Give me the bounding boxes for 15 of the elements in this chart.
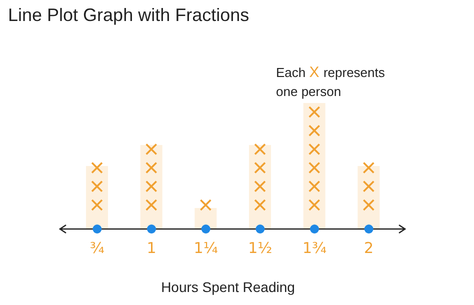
- bar: [86, 166, 108, 229]
- bar: [303, 103, 326, 229]
- bar: [194, 208, 217, 229]
- chart-title: Line Plot Graph with Fractions: [8, 5, 250, 26]
- x-tick-label: 1¾: [302, 239, 327, 257]
- bar: [249, 144, 271, 229]
- bar: [358, 166, 380, 229]
- x-tick-label: ¾: [90, 239, 105, 257]
- x-tick-label: 2: [364, 239, 374, 257]
- x-tick-label: 1½: [248, 239, 272, 257]
- x-tick-label: 1: [146, 239, 156, 257]
- x-tick-label: 1¼: [194, 239, 218, 257]
- text: Each X represents one person: [276, 64, 385, 99]
- x-axis-title: Hours Spent Reading: [160, 279, 296, 295]
- bar: [140, 144, 162, 229]
